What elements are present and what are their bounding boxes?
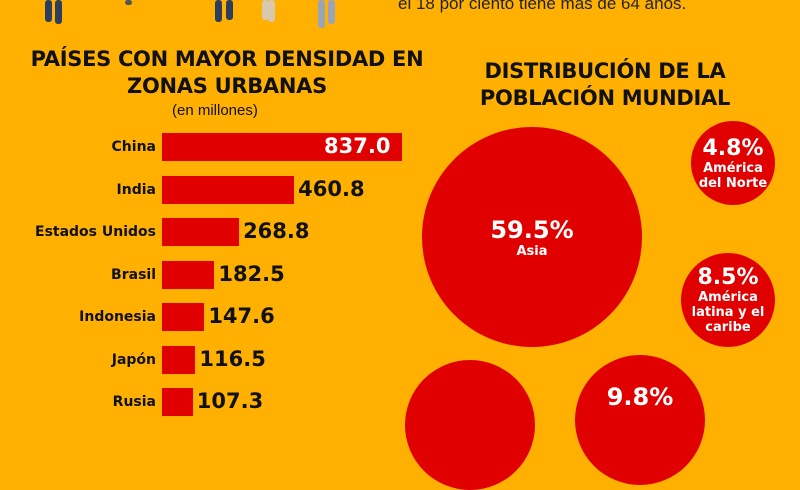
- bar-row: India 460.8: [0, 175, 800, 206]
- bar: [162, 260, 215, 289]
- bar-category-label: Brasil: [111, 266, 156, 283]
- bar: [162, 303, 205, 331]
- bubble-percent: 9.8%: [606, 383, 674, 411]
- bar-value-label: 147.6: [208, 304, 275, 328]
- bar-value-label: 460.8: [298, 176, 365, 201]
- bar-value-label: 268.8: [243, 219, 310, 243]
- bar: [162, 218, 240, 246]
- bar-row: Brasil 182.5: [0, 260, 800, 291]
- bar-value-label: 182.5: [218, 261, 285, 286]
- bar-category-label: Japón: [111, 351, 156, 368]
- bar-category-label: Indonesia: [79, 309, 156, 325]
- bar-value-label: 837.0: [324, 134, 391, 158]
- bar-category-label: China: [111, 139, 156, 155]
- bubble-percent: 4.8%: [702, 135, 764, 161]
- bar-row: Estados Unidos 268.8: [0, 218, 800, 248]
- bubble-region: América latina y el caribe: [691, 290, 765, 335]
- bar-chart-title: PAÍSES CON MAYOR DENSIDAD EN ZONAS URBAN…: [30, 47, 424, 98]
- bubble-chart-title: DISTRIBUCIÓN DE LA POBLACIÓN MUNDIAL: [479, 59, 731, 110]
- bar: [162, 345, 196, 374]
- bar-category-label: Estados Unidos: [35, 224, 156, 240]
- bar-row: Japón 116.5: [0, 345, 800, 376]
- bubble-percent: 59.5%: [490, 215, 574, 244]
- bar-chart-subtitle: (en millones): [172, 102, 258, 119]
- bubble: [405, 360, 535, 490]
- bubble: 4.8% América del Norte: [691, 121, 775, 205]
- bubble: 59.5% Asia: [422, 127, 642, 347]
- bubble-region: América del Norte: [698, 160, 768, 191]
- bar-row: Indonesia 147.6: [0, 303, 800, 333]
- header-text: el 18 por ciento tiene más de 64 años.: [398, 0, 687, 13]
- bar-value-label: 107.3: [196, 389, 264, 413]
- bar: [162, 388, 193, 416]
- bar-category-label: Rusia: [112, 394, 156, 410]
- bar: [162, 175, 295, 204]
- bubble: 8.5% América latina y el caribe: [681, 253, 775, 347]
- bubble-region: Asia: [516, 243, 548, 259]
- bar-value-label: 116.5: [199, 346, 266, 371]
- bar-row: China 837.0: [0, 133, 800, 163]
- bubble-percent: 8.5%: [697, 265, 759, 290]
- bubble: 9.8%: [575, 355, 705, 485]
- bar-category-label: India: [116, 181, 156, 198]
- bar: [162, 133, 402, 161]
